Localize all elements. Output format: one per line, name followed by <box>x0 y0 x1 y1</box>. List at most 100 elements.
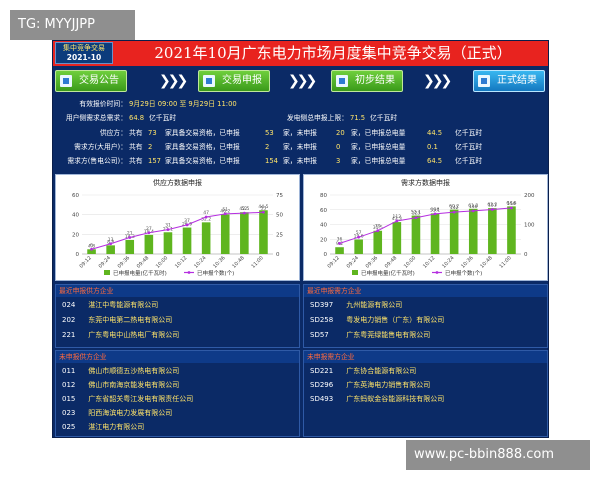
bar-value-label: 61.3 <box>468 203 478 209</box>
line-point <box>109 242 113 246</box>
row-mid2: 家，未申报 <box>283 157 317 165</box>
bar <box>201 222 211 254</box>
row-total: 2 <box>148 143 153 151</box>
list-item[interactable]: SD57 广东粤莞绿能售电有限公司 <box>310 329 430 342</box>
y-left-tick-label: 0 <box>76 252 80 258</box>
line-value-label: 21 <box>127 230 133 236</box>
list-item[interactable]: 024 湛江中粤能源有限公司 <box>62 299 158 312</box>
bar-value-label: 60.2 <box>449 204 459 210</box>
row-energy: 0.1 <box>427 143 438 151</box>
x-tick-label: 10:36 <box>460 255 474 269</box>
row-label: 供应方： <box>99 129 127 137</box>
chart-title: 需求方数据申报 <box>401 179 450 187</box>
list-item[interactable]: SD296 广东英海电力销售有限公司 <box>310 379 430 392</box>
totals-row: 用户侧需求总需求： 64.8 亿千瓦时 发电侧总申报上限： 71.5 亿千瓦时 <box>53 112 548 124</box>
line-point <box>471 209 475 213</box>
list-item[interactable]: SD258 粤发电力销售（广东）有限公司 <box>310 314 444 327</box>
step-label: 正式结果 <box>497 75 537 86</box>
row-energy: 44.5 <box>427 129 443 137</box>
item-name: 湛江电力有限公司 <box>88 423 145 431</box>
period-label: 有效报价时间： <box>79 100 127 108</box>
trading-dashboard: 集中竞争交易 2021-10 2021年10月广东电力市场月度集中竞争交易（正式… <box>52 40 549 438</box>
line-value-label: 51 <box>222 207 228 213</box>
document-icon <box>203 75 215 87</box>
bar-value-label: 4.8 <box>88 243 95 249</box>
x-tick-label: 10:36 <box>212 255 226 269</box>
bar <box>240 212 249 254</box>
row-mid2: 家，未申报 <box>283 129 317 137</box>
bar <box>87 249 96 254</box>
line-point <box>357 235 361 239</box>
row-prefix: 共有 <box>129 157 143 165</box>
row-declared: 2 <box>265 143 270 151</box>
item-code: 024 <box>62 301 76 309</box>
step-label: 交易申报 <box>222 75 262 86</box>
y-left-tick-label: 60 <box>72 193 79 199</box>
y-left-tick-label: 20 <box>320 237 327 243</box>
row-mid2: 家，未申报 <box>283 143 317 151</box>
item-name: 九州能源有限公司 <box>346 301 403 309</box>
y-right-tick-label: 0 <box>276 252 280 258</box>
bar <box>144 234 154 254</box>
x-tick-label: 10:24 <box>441 255 455 269</box>
step-preliminary-button[interactable]: 初步结果 <box>331 70 403 92</box>
list-item[interactable]: 025 湛江电力有限公司 <box>62 421 144 434</box>
item-code: SD258 <box>310 316 334 324</box>
y-right-tick-label: 200 <box>524 193 535 199</box>
line-point <box>510 206 513 210</box>
gen-total-unit: 亿千瓦时 <box>370 114 398 122</box>
list-item[interactable]: 015 广东省韶关粤江发电有限责任公司 <box>62 393 193 406</box>
line-value-label: 79 <box>375 224 381 230</box>
line-point <box>90 247 93 251</box>
bar-value-label: 44.5 <box>258 204 268 210</box>
chevron-right-icon: ❯❯❯ <box>159 73 188 89</box>
item-name: 广东协合能源有限公司 <box>346 367 417 375</box>
x-tick-label: 09:48 <box>136 255 150 269</box>
gen-total-label: 发电侧总申报上限： <box>286 114 348 122</box>
x-tick-label: 09:24 <box>98 255 112 269</box>
bar-value-label: 31.5 <box>373 225 383 231</box>
list-item[interactable]: 202 东莞中电第二热电有限公司 <box>62 314 172 327</box>
line-point <box>395 219 399 223</box>
list-item[interactable]: SD493 广东蚂蚁金谷能源科技有限公司 <box>310 393 444 406</box>
series-line <box>339 207 512 244</box>
step-label: 交易公告 <box>79 75 119 86</box>
list-item[interactable]: 023 阳西海滨电力发展有限公司 <box>62 407 172 420</box>
process-steps: 交易公告 ❯❯❯ 交易申报 ❯❯❯ 初步结果 ❯❯❯ 正式结果 <box>53 67 548 95</box>
bar-value-label: 40.2 <box>220 208 230 214</box>
step-announcement-button[interactable]: 交易公告 <box>55 70 127 92</box>
demand-large-row: 需求方(大用户)： 共有 2 家具备交易资格，已申报 2 家，未申报 0 家，已… <box>53 141 548 153</box>
bar <box>411 215 421 254</box>
line-point <box>452 210 456 214</box>
badge-line2: 2021-10 <box>66 53 102 62</box>
list-item[interactable]: 011 佛山市顺德五沙热电有限公司 <box>62 365 179 378</box>
line-value-label: 57 <box>356 230 362 236</box>
bar-value-label: 32.2 <box>201 216 211 222</box>
list-title: 最近申报供方企业 <box>56 285 299 297</box>
item-code: SD296 <box>310 381 334 389</box>
supply-chart: 供应方数据申报 020406002550754.88.814.319.422.1… <box>55 174 300 281</box>
recent-demand-list: 最近申报需方企业 SD397 九州能源有限公司 SD258 粤发电力销售（广东）… <box>303 284 548 348</box>
user-demand-value: 64.8 <box>129 114 145 122</box>
line-value-label: 146 <box>469 204 478 210</box>
step-final-button[interactable]: 正式结果 <box>473 70 545 92</box>
bar <box>259 210 268 254</box>
line-value-label: 13 <box>108 237 114 243</box>
line-value-label: 52 <box>241 206 247 212</box>
list-title: 最近申报需方企业 <box>304 285 547 297</box>
list-item[interactable]: 221 广东粤电中山热电厂有限公司 <box>62 329 179 342</box>
list-item[interactable]: SD221 广东协合能源有限公司 <box>310 365 416 378</box>
user-demand-unit: 亿千瓦时 <box>149 114 177 122</box>
row-undeclared: 3 <box>336 157 341 165</box>
bar <box>507 206 516 254</box>
line-value-label: 156 <box>507 201 516 207</box>
list-item[interactable]: 012 佛山市南海京能发电有限公司 <box>62 379 179 392</box>
item-name: 广东蚂蚁金谷能源科技有限公司 <box>346 395 445 403</box>
demand-chart: 需求方数据申报 02040608001002009.219.631.543.35… <box>303 174 548 281</box>
list-title: 未申报供方企业 <box>56 351 299 363</box>
x-tick-label: 10:00 <box>403 255 417 269</box>
chevron-right-icon: ❯❯❯ <box>288 73 317 89</box>
list-item[interactable]: SD397 九州能源有限公司 <box>310 299 402 312</box>
legend-bar-label: 已申报电量(亿千瓦时) <box>113 269 167 277</box>
step-declaration-button[interactable]: 交易申报 <box>198 70 270 92</box>
